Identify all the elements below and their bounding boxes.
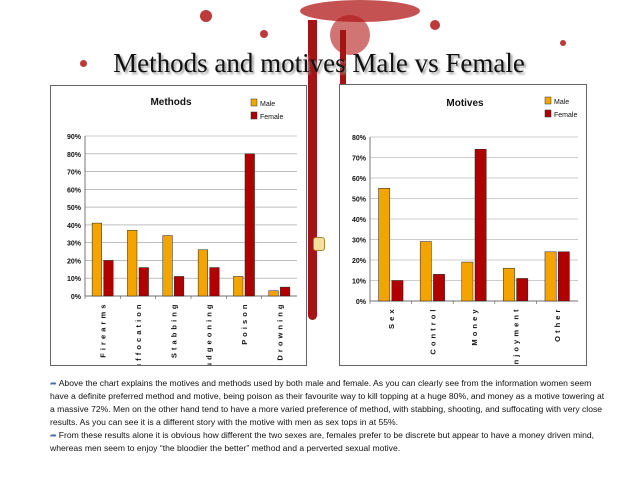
bar-female-other (557, 251, 570, 302)
paragraph-1: ➦ Above the chart explains the motives an… (50, 377, 610, 429)
bar-male-poison (233, 276, 244, 297)
y-tick-label: 20% (67, 258, 82, 265)
y-tick-label: 50% (67, 205, 82, 212)
bar-male-sex (378, 188, 391, 302)
slide-title: Methods and motives Male vs Female (113, 48, 525, 78)
x-category-label: O t h e r (553, 309, 562, 342)
x-category-label: F i r e a r m s (99, 304, 108, 358)
bar-male-suffocation (127, 229, 138, 297)
x-category-label: S t a b b i n g (169, 304, 178, 358)
bar-male-firearms (91, 222, 102, 297)
y-tick-label: 70% (67, 170, 82, 177)
y-tick-label: 50% (352, 197, 367, 204)
bar-male-money (461, 261, 474, 302)
y-tick-label: 20% (352, 258, 367, 265)
chart-title: Motives (446, 98, 484, 109)
y-tick-label: 80% (67, 152, 82, 159)
legend-swatch-male (250, 98, 258, 107)
bar-female-suffocation (138, 267, 149, 297)
y-tick-label: 60% (67, 187, 82, 194)
bar-male-drowning (268, 290, 279, 297)
chart-title: Methods (150, 97, 192, 108)
y-tick-label: 40% (352, 217, 367, 224)
y-tick-label: 40% (67, 223, 82, 230)
x-category-label: E n j o y m e n t (512, 309, 521, 365)
paragraph-2-text: From these results alone it is obvious h… (50, 430, 595, 453)
legend-swatch-female (250, 111, 258, 120)
legend-label-female: Female (554, 112, 577, 119)
bar-female-stabbing (174, 276, 185, 297)
y-tick-label: 80% (352, 135, 367, 142)
speaker-icon[interactable] (313, 237, 325, 251)
paragraph-2: ➦ From these results alone it is obvious … (50, 429, 610, 455)
y-tick-label: 0% (356, 299, 367, 306)
legend-label-male: Male (260, 101, 275, 108)
arrow-bullet-icon: ➦ (50, 379, 57, 388)
bar-female-money (474, 149, 487, 302)
x-category-label: S e x (387, 309, 396, 329)
y-tick-label: 10% (352, 279, 367, 286)
body-text: ➦ Above the chart explains the motives an… (50, 377, 610, 455)
legend-label-female: Female (260, 114, 283, 121)
paragraph-1-text: Above the chart explains the motives and… (50, 378, 605, 427)
motives-chart: Motives Male Female 0% 10% 20% 30% 40% 50% 60% 70%… (339, 84, 587, 366)
y-tick-label: 30% (352, 238, 367, 245)
bar-female-sex (391, 280, 404, 302)
bar-male-enjoyment (503, 267, 515, 302)
y-tick-label: 30% (67, 241, 82, 248)
y-tick-label: 0% (71, 294, 82, 301)
motives-chart-svg: Motives Male Female 0% 10% 20% 30% 40% 50% 60% 70%… (352, 96, 578, 365)
x-category-label: S u f f o c a t i o n (134, 304, 143, 365)
legend-swatch-male (544, 96, 552, 105)
methods-chart-svg: Methods Male Female 0% 10% 20% 30% 40% 50% 60% 70%… (67, 97, 297, 365)
methods-chart: Methods Male Female 0% 10% 20% 30% 40% 50% 60% 70%… (50, 85, 307, 366)
legend-label-male: Male (554, 99, 569, 106)
legend-swatch-female (544, 109, 552, 118)
x-category-label: M o n e y (470, 309, 479, 346)
bar-male-stabbing (162, 235, 173, 297)
y-tick-label: 10% (67, 276, 82, 283)
x-category-label: D r o w n i n g (275, 304, 284, 361)
y-tick-label: 70% (352, 156, 367, 163)
x-category-label: P o i s o n (240, 304, 249, 345)
x-category-label: C o n t r o l (428, 309, 437, 355)
bar-female-control (433, 274, 445, 302)
bar-male-control (419, 241, 432, 302)
bar-female-enjoyment (516, 278, 529, 302)
arrow-bullet-icon: ➦ (50, 431, 57, 440)
bar-female-drowning (280, 286, 291, 297)
x-category-label: B l u d g e o n i n g (205, 304, 214, 365)
y-tick-label: 60% (352, 176, 367, 183)
bar-male-other (544, 251, 557, 302)
bar-female-firearms (103, 260, 114, 297)
bar-female-bludgeoning (209, 267, 220, 297)
y-tick-label: 90% (67, 134, 82, 141)
bar-female-poison (244, 153, 255, 297)
bar-male-bludgeoning (197, 249, 208, 297)
